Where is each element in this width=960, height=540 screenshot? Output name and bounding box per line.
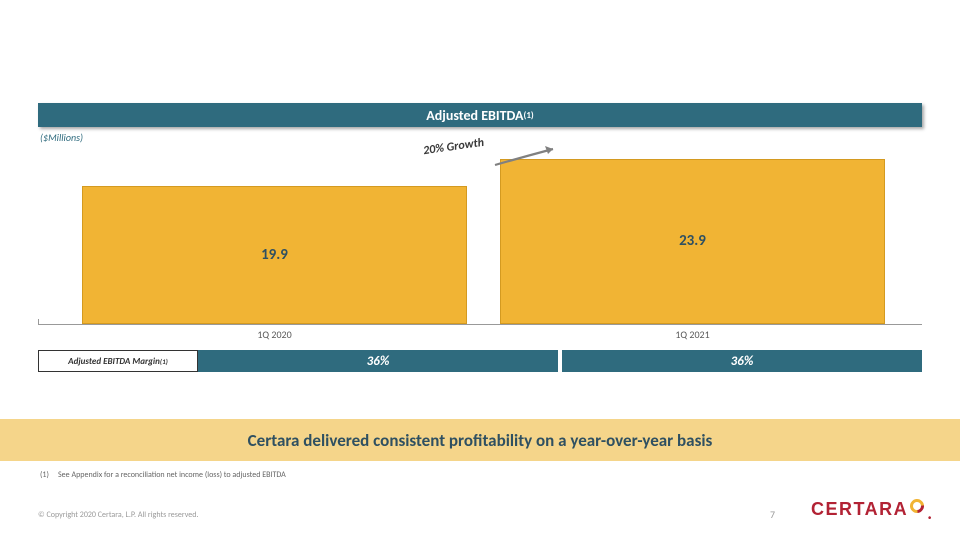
bar-1q2021: 23.9 — [500, 159, 885, 324]
logo-ring-icon — [907, 496, 927, 516]
summary-banner: Certara delivered consistent profitabili… — [0, 419, 960, 461]
footnote: (1)See Appendix for a reconciliation net… — [40, 470, 286, 480]
category-label: 1Q 2021 — [500, 328, 885, 341]
bar-value-label: 19.9 — [261, 246, 288, 264]
margin-label-sup: (1) — [160, 357, 168, 366]
bar-1q2020: 19.9 — [82, 186, 467, 324]
footnote-text: See Appendix for a reconciliation net in… — [58, 470, 286, 480]
bar-chart: 19.9 23.9 — [38, 145, 922, 325]
logo-text: CERTARA — [811, 499, 908, 520]
certara-logo: CERTARA . — [811, 498, 932, 520]
chart-title-text: Adjusted EBITDA — [426, 107, 523, 124]
copyright: © Copyright 2020 Certara, L.P. All right… — [38, 510, 198, 520]
page-number: 7 — [770, 508, 775, 521]
growth-arrow-icon — [493, 143, 568, 171]
chart-title-bar: Adjusted EBITDA(1) — [38, 103, 922, 127]
margin-label-text: Adjusted EBITDA Margin — [68, 356, 160, 367]
category-label: 1Q 2020 — [82, 328, 467, 341]
margin-row: Adjusted EBITDA Margin(1) 36% 36% — [38, 350, 922, 372]
margin-row-label: Adjusted EBITDA Margin(1) — [38, 350, 198, 372]
margin-value-1q2021: 36% — [562, 350, 922, 372]
chart-title-sup: (1) — [524, 110, 534, 121]
unit-label: ($Millions) — [40, 131, 83, 144]
logo-dot: . — [927, 502, 932, 524]
x-axis — [38, 324, 922, 325]
footnote-number: (1) — [40, 470, 58, 480]
bar-value-label: 23.9 — [679, 232, 706, 250]
margin-value-1q2020: 36% — [198, 350, 558, 372]
